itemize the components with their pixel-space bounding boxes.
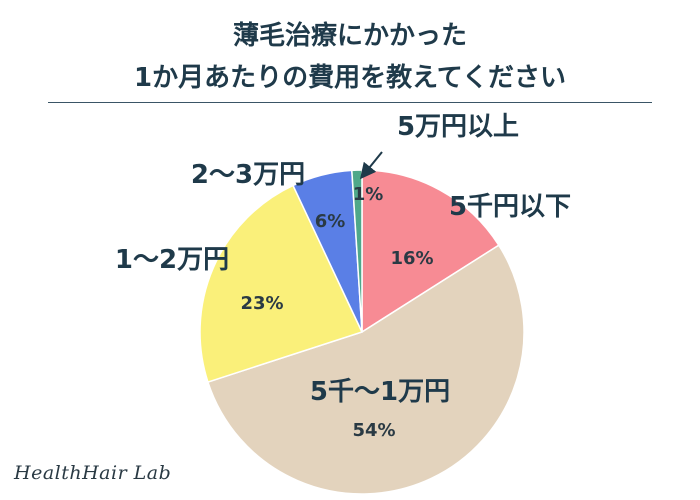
chart-title-line2: 1か月あたりの費用を教えてください — [133, 63, 566, 93]
pie-slice — [199, 184, 364, 384]
leader-arrow — [359, 151, 383, 180]
slice-value-label: 16% — [390, 248, 433, 269]
slice-category-label: 2〜3万円 — [191, 160, 305, 190]
chart-title-line1: 薄毛治療にかかった — [232, 21, 467, 51]
brand-watermark: HealthHair Lab — [14, 462, 172, 484]
slice-value-label: 1% — [353, 184, 384, 205]
slice-value-label: 54% — [352, 420, 395, 441]
title-divider — [48, 102, 652, 103]
slice-category-label: 5万円以上 — [397, 112, 519, 142]
slice-category-label: 5千〜1万円 — [310, 377, 450, 407]
pie-slice — [206, 244, 525, 495]
slice-category-label: 5千円以下 — [449, 192, 571, 222]
slice-value-label: 23% — [240, 293, 283, 314]
slice-category-label: 1〜2万円 — [115, 245, 229, 275]
slice-value-label: 6% — [315, 211, 346, 232]
